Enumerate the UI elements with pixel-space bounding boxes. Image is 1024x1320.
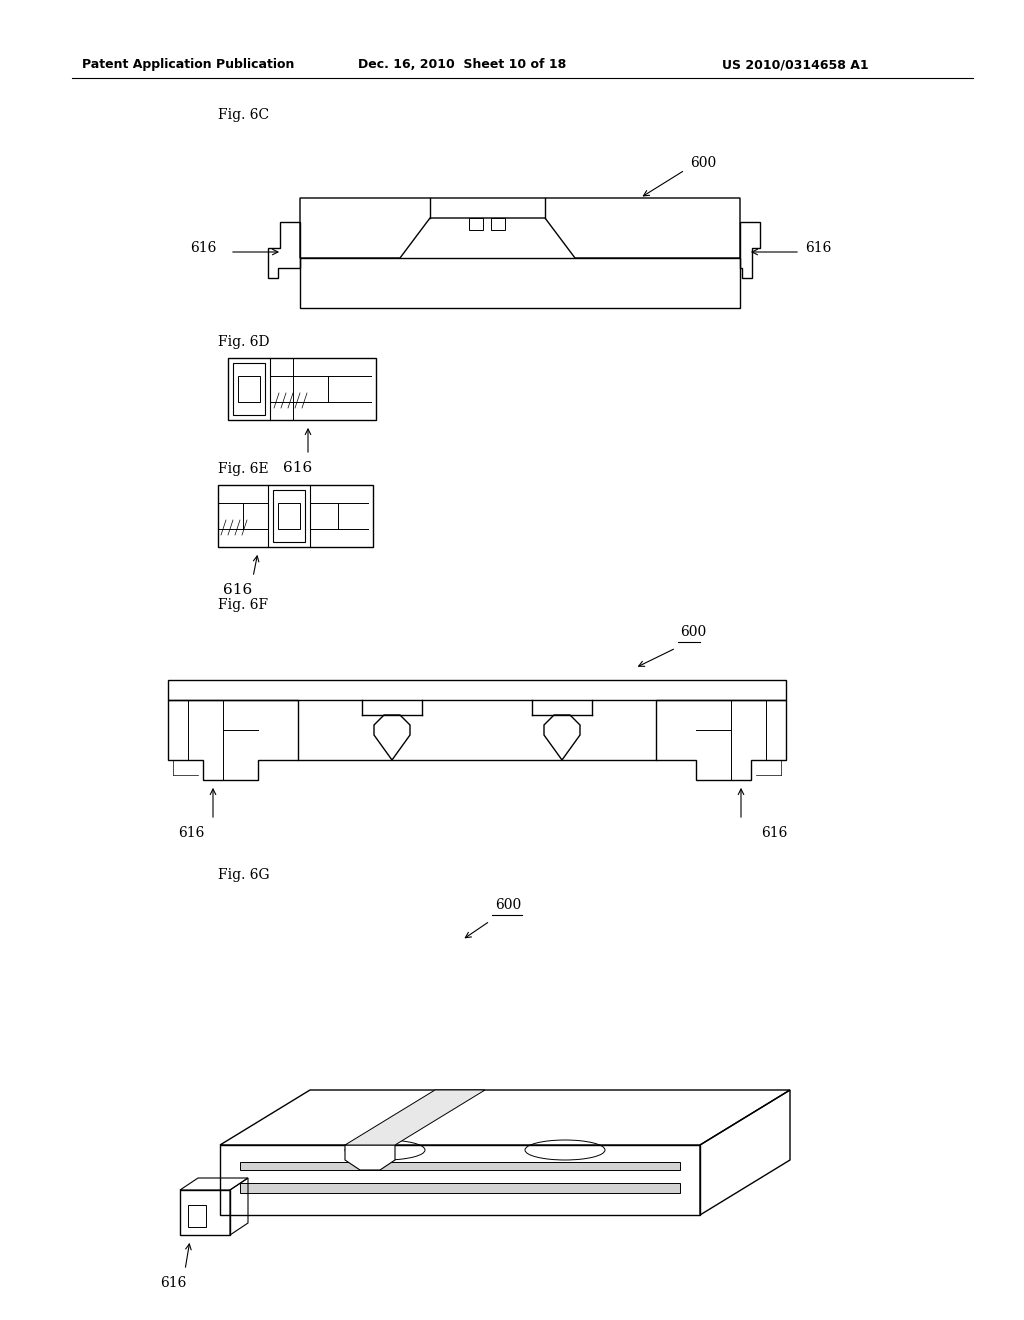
- Text: 616: 616: [283, 461, 312, 475]
- Bar: [490, 218, 505, 230]
- Bar: [278, 503, 300, 529]
- Text: 616: 616: [190, 242, 216, 255]
- Text: 616: 616: [805, 242, 831, 255]
- Bar: [228, 358, 376, 420]
- Text: Dec. 16, 2010  Sheet 10 of 18: Dec. 16, 2010 Sheet 10 of 18: [358, 58, 566, 71]
- Text: 600: 600: [690, 156, 716, 170]
- Bar: [469, 218, 483, 230]
- Text: 600: 600: [495, 898, 521, 912]
- Text: US 2010/0314658 A1: US 2010/0314658 A1: [722, 58, 868, 71]
- Text: Fig. 6E: Fig. 6E: [218, 462, 268, 477]
- Text: Fig. 6G: Fig. 6G: [218, 869, 269, 882]
- Bar: [218, 484, 373, 546]
- Bar: [168, 680, 786, 700]
- Polygon shape: [345, 1090, 485, 1144]
- Text: 616: 616: [223, 583, 252, 597]
- Bar: [180, 1191, 230, 1236]
- Bar: [238, 376, 260, 403]
- Bar: [273, 490, 305, 543]
- Bar: [188, 1205, 206, 1228]
- Text: 600: 600: [680, 624, 707, 639]
- Text: Fig. 6C: Fig. 6C: [218, 108, 269, 121]
- Text: Patent Application Publication: Patent Application Publication: [82, 58, 294, 71]
- Text: Fig. 6F: Fig. 6F: [218, 598, 268, 612]
- Bar: [240, 1162, 680, 1170]
- Text: 616: 616: [178, 826, 205, 840]
- Bar: [233, 363, 265, 414]
- Bar: [240, 1183, 680, 1193]
- Text: Fig. 6D: Fig. 6D: [218, 335, 269, 348]
- Polygon shape: [345, 1144, 395, 1170]
- Text: 616: 616: [160, 1276, 186, 1290]
- Text: 616: 616: [761, 826, 787, 840]
